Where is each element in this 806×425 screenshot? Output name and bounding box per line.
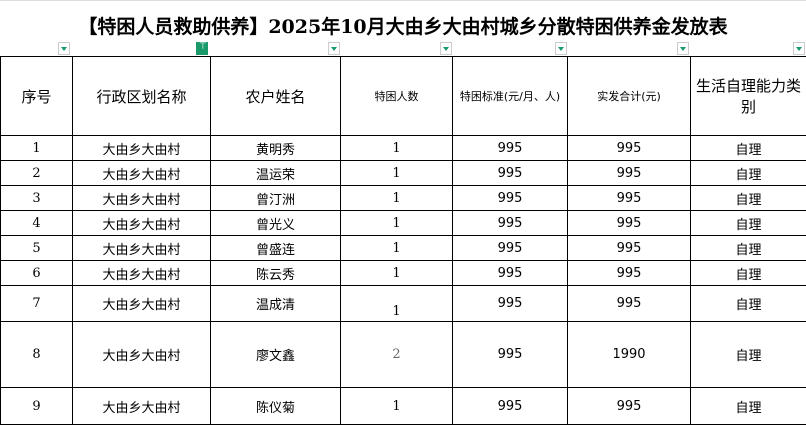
cell-region[interactable]: 大由乡大由村 [72, 321, 211, 388]
cell-self-care[interactable]: 自理 [690, 160, 806, 186]
header-total: 实发合计(元) [567, 56, 691, 136]
cell-total[interactable]: 995 [567, 135, 691, 161]
cell-standard[interactable]: 995 [452, 260, 568, 286]
header-index: 序号 [0, 56, 73, 136]
cell-index[interactable]: 1 [0, 135, 73, 161]
cell-name[interactable]: 廖文鑫 [210, 321, 341, 388]
cell-total[interactable]: 995 [567, 260, 691, 286]
cell-index[interactable]: 2 [0, 160, 73, 186]
cell-region[interactable]: 大由乡大由村 [72, 160, 211, 186]
cell-self-care[interactable]: 自理 [690, 185, 806, 211]
cell-region[interactable]: 大由乡大由村 [72, 235, 211, 261]
sheet-title: 【特困人员救助供养】2025年10月大由乡大由村城乡分散特困供养金发放表 [0, 0, 806, 43]
cell-index[interactable]: 8 [0, 321, 73, 388]
cell-standard[interactable]: 995 [452, 285, 568, 322]
filter-active-icon[interactable] [196, 42, 208, 55]
cell-region[interactable]: 大由乡大由村 [72, 185, 211, 211]
cell-standard[interactable]: 995 [452, 321, 568, 388]
cell-standard[interactable]: 995 [452, 210, 568, 236]
filter-dropdown-icon[interactable] [677, 42, 689, 55]
filter-dropdown-icon[interactable] [555, 42, 567, 55]
header-self-care: 生活自理能力类别 [690, 56, 806, 136]
cell-standard[interactable]: 995 [452, 185, 568, 211]
cell-count[interactable]: 2 [340, 321, 453, 388]
header-standard: 特困标准(元/月、人) [452, 56, 568, 136]
cell-name[interactable]: 温成清 [210, 285, 341, 322]
cell-region[interactable]: 大由乡大由村 [72, 285, 211, 322]
cell-index[interactable]: 6 [0, 260, 73, 286]
cell-standard[interactable]: 995 [452, 387, 568, 425]
cell-count[interactable]: 1 [340, 185, 453, 211]
cell-region[interactable]: 大由乡大由村 [72, 387, 211, 425]
filter-dropdown-icon[interactable] [58, 42, 70, 55]
cell-self-care[interactable]: 自理 [690, 285, 806, 322]
header-count: 特困人数 [340, 56, 453, 136]
table-row: 8 大由乡大由村 廖文鑫 2 995 1990 自理 [0, 321, 806, 388]
filter-dropdown-icon[interactable] [328, 42, 340, 55]
cell-count[interactable]: 1 [340, 235, 453, 261]
cell-count[interactable]: 1 [340, 210, 453, 236]
cell-name[interactable]: 曾光义 [210, 210, 341, 236]
cell-self-care[interactable]: 自理 [690, 387, 806, 425]
cell-standard[interactable]: 995 [452, 160, 568, 186]
table-row: 3 大由乡大由村 曾汀洲 1 995 995 自理 [0, 185, 806, 211]
cell-name[interactable]: 曾盛连 [210, 235, 341, 261]
cell-count[interactable]: 1 [340, 260, 453, 286]
cell-index[interactable]: 9 [0, 387, 73, 425]
table-row: 2 大由乡大由村 温运荣 1 995 995 自理 [0, 160, 806, 186]
filter-dropdown-icon[interactable] [440, 42, 452, 55]
cell-standard[interactable]: 995 [452, 135, 568, 161]
cell-total[interactable]: 995 [567, 210, 691, 236]
cell-standard[interactable]: 995 [452, 235, 568, 261]
table-row: 1 大由乡大由村 黄明秀 1 995 995 自理 [0, 135, 806, 161]
cell-region[interactable]: 大由乡大由村 [72, 260, 211, 286]
table-row: 7 大由乡大由村 温成清 1 995 995 自理 [0, 285, 806, 322]
allowance-table: 序号 行政区划名称 农户姓名 特困人数 特困标准(元/月、人) 实发合计(元) … [0, 56, 806, 425]
table-row: 4 大由乡大由村 曾光义 1 995 995 自理 [0, 210, 806, 236]
cell-total[interactable]: 995 [567, 285, 691, 322]
cell-total[interactable]: 995 [567, 185, 691, 211]
cell-self-care[interactable]: 自理 [690, 210, 806, 236]
header-row: 序号 行政区划名称 农户姓名 特困人数 特困标准(元/月、人) 实发合计(元) … [0, 56, 806, 136]
cell-region[interactable]: 大由乡大由村 [72, 210, 211, 236]
cell-count[interactable]: 1 [340, 160, 453, 186]
cell-count[interactable]: 1 [340, 135, 453, 161]
table-row: 9 大由乡大由村 陈仪菊 1 995 995 自理 [0, 387, 806, 425]
cell-count[interactable]: 1 [340, 285, 453, 322]
cell-count[interactable]: 1 [340, 387, 453, 425]
cell-self-care[interactable]: 自理 [690, 260, 806, 286]
cell-name[interactable]: 曾汀洲 [210, 185, 341, 211]
cell-self-care[interactable]: 自理 [690, 235, 806, 261]
cell-total[interactable]: 995 [567, 160, 691, 186]
cell-name[interactable]: 黄明秀 [210, 135, 341, 161]
table-row: 6 大由乡大由村 陈云秀 1 995 995 自理 [0, 260, 806, 286]
cell-name[interactable]: 温运荣 [210, 160, 341, 186]
header-region: 行政区划名称 [72, 56, 211, 136]
cell-region[interactable]: 大由乡大由村 [72, 135, 211, 161]
header-name: 农户姓名 [210, 56, 341, 136]
cell-total[interactable]: 995 [567, 235, 691, 261]
cell-name[interactable]: 陈云秀 [210, 260, 341, 286]
filter-dropdown-icon[interactable] [793, 42, 805, 55]
cell-index[interactable]: 5 [0, 235, 73, 261]
cell-index[interactable]: 3 [0, 185, 73, 211]
table-row: 5 大由乡大由村 曾盛连 1 995 995 自理 [0, 235, 806, 261]
cell-index[interactable]: 4 [0, 210, 73, 236]
cell-total[interactable]: 995 [567, 387, 691, 425]
cell-name[interactable]: 陈仪菊 [210, 387, 341, 425]
cell-self-care[interactable]: 自理 [690, 321, 806, 388]
cell-index[interactable]: 7 [0, 285, 73, 322]
cell-self-care[interactable]: 自理 [690, 135, 806, 161]
cell-total[interactable]: 1990 [567, 321, 691, 388]
